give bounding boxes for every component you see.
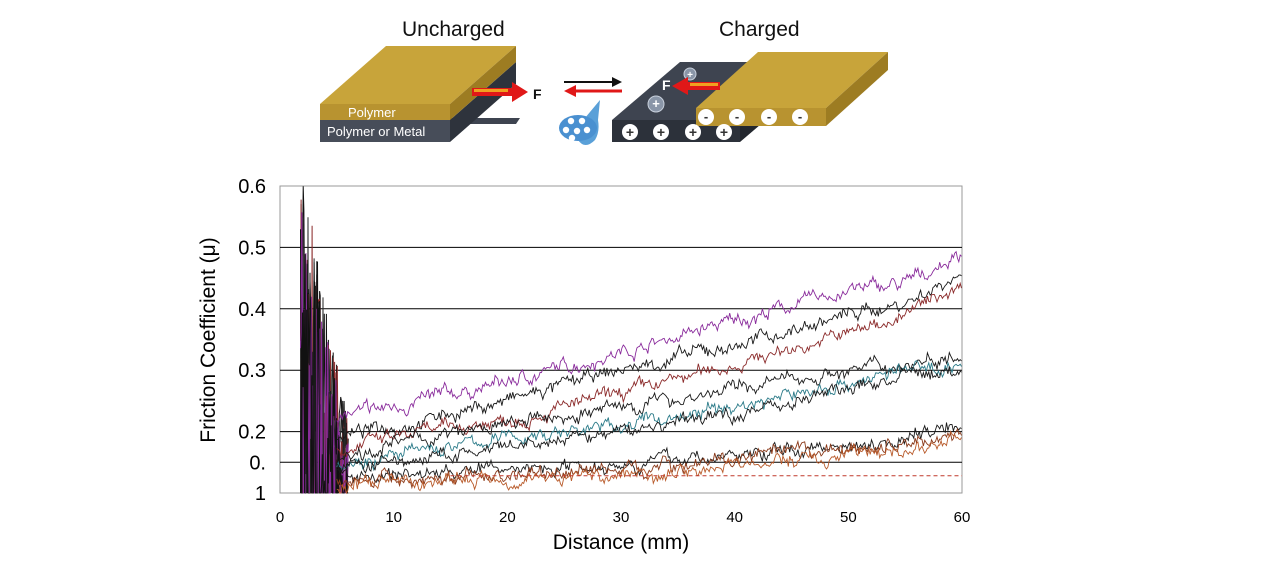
surface-positive-ion-1 (683, 67, 697, 81)
series-line-4 (336, 351, 962, 464)
y-tick-labels: 0.6 0.5 0.4 0.3 0.2 0. 1 (238, 176, 266, 505)
positive-charge-symbol-1: + (626, 124, 634, 140)
surface-ion-symbol-2: + (652, 96, 660, 111)
left-substrate-label: Polymer or Metal (327, 124, 425, 139)
y-tick-label: 0. (249, 452, 266, 474)
left-polymer-top (320, 46, 516, 104)
negative-charges (698, 109, 808, 125)
uncharged-title: Uncharged (402, 18, 505, 41)
x-tick-label: 0 (276, 509, 284, 526)
surface-ion-symbol-1: + (687, 70, 693, 81)
series-line-9 (336, 430, 962, 495)
series-line-7 (336, 422, 962, 484)
negative-charge-symbol-4: - (798, 109, 802, 124)
series-line-1 (336, 250, 962, 424)
x-tick-label: 20 (499, 509, 516, 526)
left-force-label: F (533, 86, 542, 102)
left-polymer-side (450, 46, 516, 120)
x-tick-label: 30 (613, 509, 630, 526)
transient-trace-6 (300, 254, 349, 494)
right-polymer-side (826, 52, 888, 126)
y-tick-label: 0.6 (238, 176, 266, 198)
left-substrate-side (450, 62, 516, 142)
y-tick-label: 1 (255, 483, 266, 505)
ion-droplet-icon (559, 100, 600, 145)
positive-charge-symbol-4: + (720, 124, 728, 140)
right-force-label: F (662, 77, 671, 93)
y-axis-title: Friction Coefficient (μ) (197, 237, 220, 442)
left-polymer-label: Polymer (348, 105, 396, 120)
y-tick-label: 0.5 (238, 237, 266, 259)
charged-block-illustration (612, 52, 888, 142)
x-tick-label: 40 (726, 509, 743, 526)
right-force-arrow-highlight (690, 83, 718, 86)
charged-title: Charged (719, 18, 800, 41)
left-force-arrow-highlight (474, 89, 508, 92)
x-tick-label: 50 (840, 509, 857, 526)
series-line-3 (336, 281, 962, 459)
x-tick-labels: 0 10 20 30 40 50 60 (276, 509, 971, 526)
left-substrate-front (320, 120, 450, 142)
friction-chart: 0.6 0.5 0.4 0.3 0.2 0. 1 0 10 20 30 40 50 60 Distanc… (197, 176, 970, 554)
positive-charge-symbol-2: + (657, 124, 665, 140)
initial-transient-burst (300, 186, 349, 494)
x-axis-title: Distance (mm) (553, 531, 690, 554)
series-lines (336, 250, 962, 495)
positive-charges (622, 124, 732, 140)
positive-charge-symbol-3: + (689, 124, 697, 140)
negative-charge-symbol-2: - (735, 109, 739, 124)
uncharged-block-illustration (320, 46, 528, 142)
y-tick-label: 0.2 (238, 422, 266, 444)
negative-charge-symbol-1: - (704, 109, 708, 124)
x-tick-label: 10 (385, 509, 402, 526)
y-tick-label: 0.3 (238, 360, 266, 382)
surface-positive-ion-2 (647, 95, 665, 113)
negative-charge-symbol-3: - (767, 109, 771, 124)
left-polymer-front (320, 104, 450, 120)
forward-arrow-head (612, 77, 622, 87)
y-tick-label: 0.4 (238, 299, 266, 321)
series-line-2 (336, 274, 962, 443)
x-tick-label: 60 (954, 509, 971, 526)
right-polymer-top (696, 52, 888, 108)
backward-arrow-head (564, 85, 576, 97)
series-line-8 (336, 427, 962, 490)
plot-area (279, 185, 963, 494)
charge-symbols: - - - -+ + + +++ (626, 70, 802, 140)
series-line-6 (336, 366, 962, 474)
